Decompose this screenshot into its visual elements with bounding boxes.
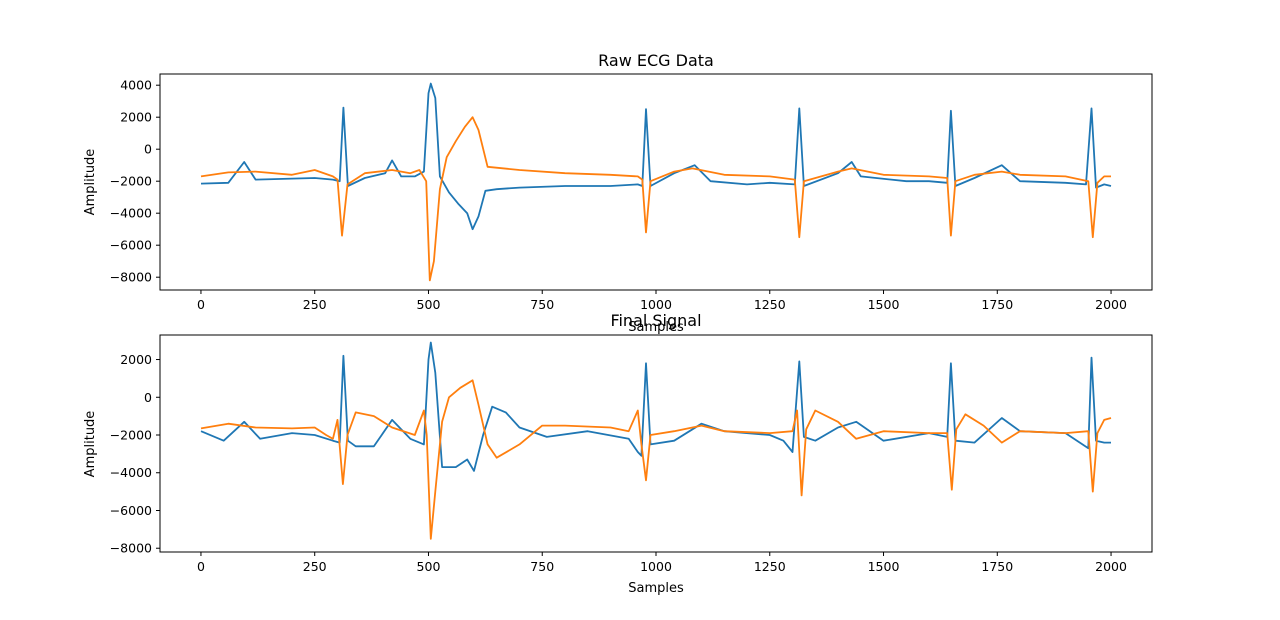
x-tick-label: 250 [303,297,327,312]
y-tick-label: −2000 [110,174,152,189]
axes-frame [159,73,1153,291]
x-ticks: 0 250 500 750 1000 1250 1500 1750 2000 [197,290,1127,312]
x-tick-label: 1750 [981,559,1013,574]
chart-title: Raw ECG Data [598,51,714,70]
x-tick-label: 1500 [868,559,900,574]
series-line-1 [200,82,1112,231]
y-tick-label: 0 [144,390,152,405]
x-tick-label: 0 [197,559,205,574]
y-tick-label: −8000 [110,541,152,556]
x-tick-label: 1000 [640,297,672,312]
x-tick-label: 500 [417,559,441,574]
x-tick-label: 2000 [1095,559,1127,574]
y-tick-label: −4000 [110,465,152,480]
subplot-raw-ecg: 0 250 500 750 1000 1250 1500 1750 2000 −8000 −600… [83,51,1153,335]
y-tick-label: −6000 [110,503,152,518]
y-tick-label: 2000 [120,110,152,125]
y-tick-label: 2000 [120,352,152,367]
y-tick-label: −6000 [110,238,152,253]
x-tick-label: 2000 [1095,297,1127,312]
x-tick-label: 1250 [754,559,786,574]
series-line-2 [200,379,1112,540]
plot-lines [200,341,1112,540]
y-tick-label: 0 [144,142,152,157]
subplot-final-signal: 0 250 500 750 1000 1250 1500 1750 2000 −8000 −600… [83,311,1153,596]
series-line-2 [200,116,1111,282]
x-tick-label: 0 [197,297,205,312]
x-axis-label: Samples [628,581,684,596]
plot-lines [200,82,1112,282]
x-tick-label: 500 [417,297,441,312]
series-line-1 [200,341,1111,472]
x-tick-label: 1500 [868,297,900,312]
x-tick-label: 1000 [640,559,672,574]
x-ticks: 0 250 500 750 1000 1250 1500 1750 2000 [197,552,1127,574]
x-tick-label: 750 [530,559,554,574]
y-axis-label: Amplitude [83,411,98,478]
y-tick-label: 4000 [120,78,152,93]
y-ticks: −8000 −6000 −4000 −2000 0 2000 [110,352,160,556]
x-tick-label: 250 [303,559,327,574]
y-tick-label: −4000 [110,206,152,221]
x-tick-label: 750 [530,297,554,312]
x-axis-label: Samples [628,320,684,335]
y-axis-label: Amplitude [83,149,98,216]
chart-title: Final Signal [610,311,701,330]
x-tick-label: 1750 [981,297,1013,312]
y-tick-label: −2000 [110,428,152,443]
y-tick-label: −8000 [110,270,152,285]
x-tick-label: 1250 [754,297,786,312]
y-ticks: −8000 −6000 −4000 −2000 0 2000 4000 [110,78,160,285]
